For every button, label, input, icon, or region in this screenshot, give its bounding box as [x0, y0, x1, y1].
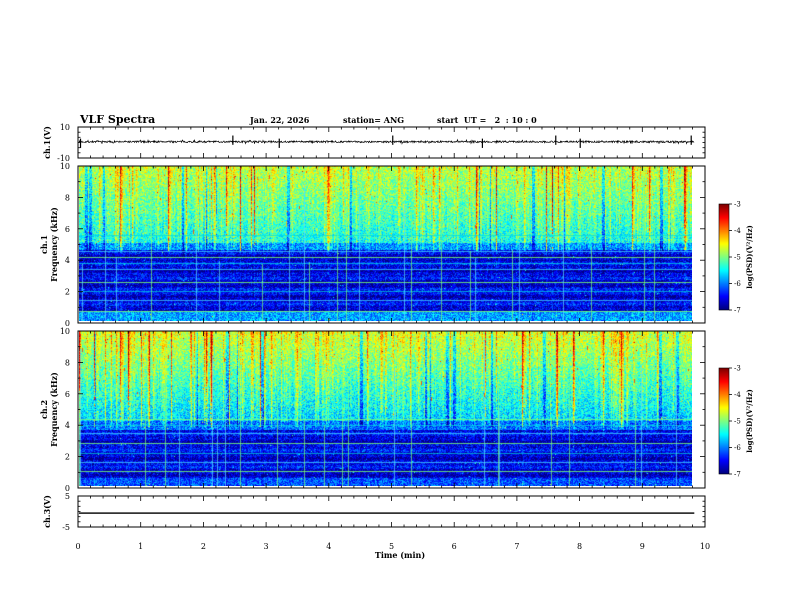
ch3-ytick-top: 5: [65, 492, 70, 501]
xtick-5: 5: [389, 542, 394, 551]
ch1-waveform-panel: 10 -10 ch.1(V): [42, 123, 706, 163]
xtick-6: 6: [452, 542, 457, 551]
ch1-spike-marks: [79, 135, 692, 148]
ch1-colorbar-label: log(PSD)(V²/Hz): [745, 225, 754, 289]
ch1-ytick-bottom: -10: [57, 154, 70, 163]
xtick-3: 3: [264, 542, 269, 551]
ch1-spectrogram-panel: 0 2 4 6 8 10 ch.1 Frequency (kHz) -3 -4 …: [39, 162, 754, 328]
ch1-freq-tick-2: 2: [65, 288, 70, 297]
ch1-waveform-ticks: [77, 126, 706, 159]
ch1-colorbar: [719, 204, 729, 310]
ch1-freq-tick-8: 8: [65, 193, 70, 202]
ch3-ytick-bottom: -5: [62, 523, 70, 532]
xtick-9: 9: [640, 542, 645, 551]
ch1-frequency-label: Frequency (kHz): [49, 207, 59, 282]
ch1-ytick-top: 10: [60, 123, 70, 132]
xtick-7: 7: [514, 542, 519, 551]
start-ut-label: start UT = 2 : 10 : 0: [437, 115, 537, 125]
ch1-ylabel: ch.1(V): [42, 126, 52, 159]
ch2-frequency-label: Frequency (kHz): [49, 372, 59, 447]
ch2-freq-tick-10: 10: [60, 327, 70, 336]
ch1-colorbar-tick-m7: -7: [734, 307, 741, 315]
xtick-4: 4: [326, 542, 331, 551]
figure-title: VLF Spectra: [79, 113, 155, 126]
ch2-freq-tick-6: 6: [65, 390, 70, 399]
ch2-freq-tick-8: 8: [65, 358, 70, 367]
ch1-waveform-trace: [78, 138, 695, 145]
ch2-colorbar: [719, 368, 729, 474]
ch2-colorbar-tick-m3: -3: [734, 365, 741, 373]
ch1-spectrogram-image: [79, 166, 692, 321]
xtick-8: 8: [577, 542, 582, 551]
ch1-colorbar-tick-m3: -3: [734, 201, 741, 209]
ch1-colorbar-ticks: [729, 203, 732, 311]
ch1-spectrogram-ticks: [77, 165, 706, 324]
x-axis-label: Time (min): [375, 550, 425, 560]
ch1-colorbar-tick-m5: -5: [734, 254, 741, 262]
x-axis: 0 1 2 3 4 5 6 7 8 9 10 Time (min): [75, 542, 710, 560]
station-label: station= ANG: [343, 115, 404, 125]
ch1-freq-tick-4: 4: [65, 256, 70, 265]
xtick-10: 10: [700, 542, 710, 551]
ch2-colorbar-tick-m5: -5: [734, 418, 741, 426]
ch1-colorbar-tick-m6: -6: [734, 280, 741, 288]
ch2-freq-tick-2: 2: [65, 453, 70, 462]
ch2-spectrogram-image: [79, 331, 692, 486]
ch2-colorbar-label: log(PSD)(V²/Hz): [745, 389, 754, 453]
xtick-2: 2: [201, 542, 206, 551]
ch3-waveform-ticks: [77, 495, 706, 528]
ch2-spectrogram-ticks: [77, 330, 706, 489]
xtick-0: 0: [75, 542, 80, 551]
ch3-waveform-trace: [79, 512, 695, 514]
ch2-colorbar-ticks: [729, 367, 732, 475]
ch2-colorbar-tick-m7: -7: [734, 471, 741, 479]
ch1-colorbar-tick-m4: -4: [734, 227, 741, 235]
ch2-colorbar-tick-m6: -6: [734, 444, 741, 452]
ch3-ylabel: ch.3(V): [42, 495, 52, 528]
ch2-spectrogram-panel: 0 2 4 6 8 10 ch.2 Frequency (kHz) -3 -4 …: [39, 327, 754, 493]
date-label: Jan. 22, 2026: [249, 115, 310, 125]
ch1-freq-tick-0: 0: [65, 319, 70, 328]
ch1-freq-tick-10: 10: [60, 162, 70, 171]
ch1-freq-tick-6: 6: [65, 225, 70, 234]
ch2-freq-tick-0: 0: [65, 484, 70, 493]
xtick-1: 1: [138, 542, 143, 551]
ch3-waveform-panel: 5 -5 ch.3(V): [42, 492, 706, 532]
ch2-freq-tick-4: 4: [65, 421, 70, 430]
ch1-spectrogram-channel-label: ch.1: [39, 235, 49, 254]
ch2-colorbar-tick-m4: -4: [734, 391, 741, 399]
ch2-spectrogram-channel-label: ch.2: [39, 400, 49, 419]
